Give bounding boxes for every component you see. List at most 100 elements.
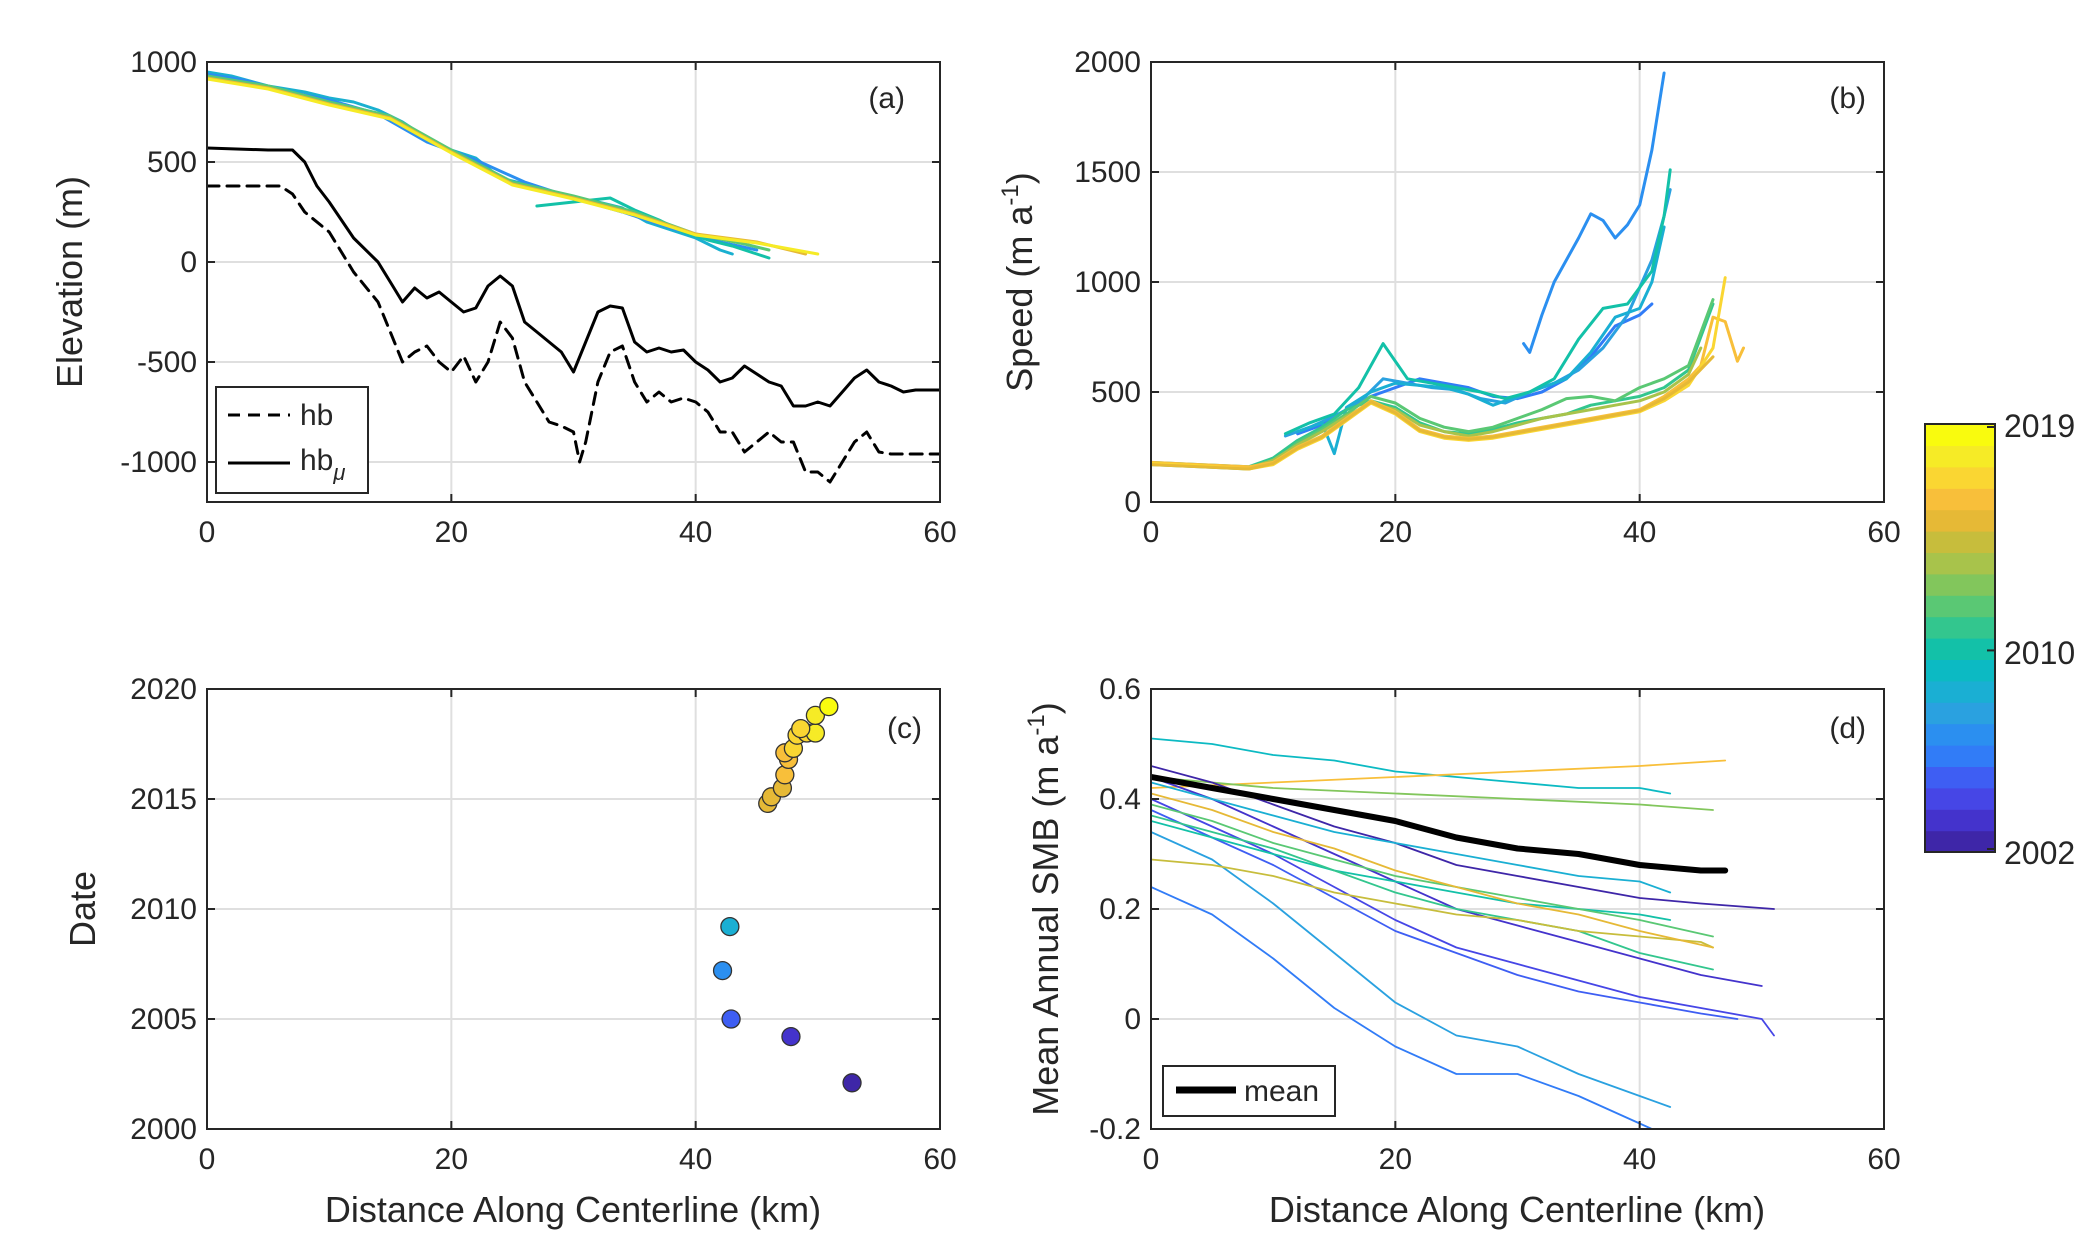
panel-d-xtick-label-0: 0 xyxy=(1143,1143,1160,1176)
panel-d-smb xyxy=(1151,689,1884,1129)
panel-c-date xyxy=(207,689,940,1129)
panel-b-xtick-label-0: 0 xyxy=(1143,516,1160,549)
panel-c-ytick-label-2: 2010 xyxy=(130,893,197,926)
legend-hbmu-label: hbμ xyxy=(300,444,345,485)
panel-c-point-16 xyxy=(805,705,826,726)
panel-d-label: (d) xyxy=(1829,712,1866,745)
panel-b-series-0 xyxy=(1522,71,1666,354)
legend-hbmu-text: hb xyxy=(300,444,333,477)
panel-b-ytick-label-2: 1000 xyxy=(1074,266,1141,299)
panel-c-point-15 xyxy=(791,718,811,739)
panel-c-ytick-label-0: 2000 xyxy=(130,1113,197,1146)
colorbar-segment-8 xyxy=(1925,659,1995,682)
legend-hb-label: hb xyxy=(300,399,333,432)
panel-c-point-4 xyxy=(720,916,740,937)
panel-b-ylabel-sup: -1 xyxy=(997,184,1024,205)
panel-c-point-0 xyxy=(842,1073,862,1093)
colorbar-segment-12 xyxy=(1925,573,1995,596)
panel-d-series-14 xyxy=(1151,792,1714,949)
colorbar-segment-2 xyxy=(1925,787,1995,810)
panel-d-xtick-label-1: 20 xyxy=(1379,1143,1412,1176)
panel-c-label: (c) xyxy=(887,712,922,745)
panel-d-series-2 xyxy=(1151,776,1714,811)
axes-layer: 0 20 40 60 -1000 -500 0 500 1000 0 20 40 60 0 500 1000 1… xyxy=(120,46,1900,1176)
panel-b-series-7 xyxy=(1151,346,1703,470)
panel-d-ytick-label-0: -0.2 xyxy=(1089,1113,1141,1146)
colorbar-segment-19 xyxy=(1925,424,1995,446)
colorbar-label-2002: 2002 xyxy=(2004,835,2075,871)
panel-d-ylabel-end: ) xyxy=(1025,702,1066,714)
panel-b-xtick-label-2: 40 xyxy=(1623,516,1656,549)
colorbar-segment-7 xyxy=(1925,680,1995,703)
colorbar-segment-3 xyxy=(1925,766,1995,789)
panel-d-series-5 xyxy=(1151,798,1775,1037)
panel-a-label: (a) xyxy=(868,82,905,115)
panel-c-xtick-label-2: 40 xyxy=(679,1143,712,1176)
panel-d-series-15 xyxy=(1151,774,1729,874)
colorbar-segment-14 xyxy=(1925,531,1995,553)
panel-c-point-3 xyxy=(712,960,733,981)
panel-d-xtick-label-2: 40 xyxy=(1623,1143,1656,1176)
panel-d-series-11 xyxy=(1151,814,1714,971)
panel-d-ylabel: Mean Annual SMB (m a-1) xyxy=(1023,702,1066,1116)
panel-d-series-7 xyxy=(1151,886,1655,1129)
panel-a-xtick-label-2: 40 xyxy=(679,516,712,549)
panel-a-series-5 xyxy=(207,77,820,256)
panel-b-ytick-label-0: 0 xyxy=(1124,486,1141,519)
panel-b-label: (b) xyxy=(1829,82,1866,115)
colorbar-segment-16 xyxy=(1925,488,1995,511)
panel-c-ytick-label-1: 2005 xyxy=(130,1003,197,1036)
panel-c-ylabel: Date xyxy=(62,871,103,947)
colorbar-segment-13 xyxy=(1925,552,1995,575)
panel-a-xtick-label-1: 20 xyxy=(435,516,468,549)
panel-b-xtick-label-3: 60 xyxy=(1867,516,1900,549)
panel-b-xtick-label-1: 20 xyxy=(1379,516,1412,549)
panel-a-ytick-label-2: 0 xyxy=(180,246,197,279)
panel-b-speed xyxy=(1151,62,1884,502)
panel-d-series-13 xyxy=(1151,858,1714,949)
panel-c-ytick-label-4: 2020 xyxy=(130,673,197,706)
panel-a-ylabel: Elevation (m) xyxy=(49,176,90,388)
panel-c-xtick-label-3: 60 xyxy=(923,1143,956,1176)
panel-d-ytick-label-4: 0.6 xyxy=(1099,673,1141,706)
colorbar-segment-6 xyxy=(1925,702,1995,725)
panel-d-ylabel-text: Mean Annual SMB (m a xyxy=(1025,735,1066,1116)
panel-a-legend: hb hbμ xyxy=(215,386,369,494)
legend-mean-label: mean xyxy=(1244,1075,1319,1108)
panel-d-legend: mean xyxy=(1162,1065,1336,1117)
panel-c-point-1 xyxy=(781,1026,801,1047)
colorbar-label-2019: 2019 xyxy=(2004,408,2075,444)
panel-d-xlabel: Distance Along Centerline (km) xyxy=(1269,1189,1765,1230)
panel-a-ytick-label-3: 500 xyxy=(147,146,197,179)
panel-a-ytick-label-4: 1000 xyxy=(130,46,197,79)
panel-d-series-12 xyxy=(1151,803,1714,938)
panel-c-xlabel: Distance Along Centerline (km) xyxy=(325,1189,821,1230)
panel-b-ylabel: Speed (m a-1) xyxy=(997,172,1040,391)
panel-a-ytick-label-0: -1000 xyxy=(120,446,197,479)
colorbar-segment-0 xyxy=(1925,830,1995,853)
colorbar-segment-5 xyxy=(1925,723,1995,746)
colorbar xyxy=(1924,423,1996,853)
panel-c-point-17 xyxy=(819,696,839,717)
panel-b-ytick-label-3: 1500 xyxy=(1074,156,1141,189)
colorbar-frame xyxy=(1924,423,1996,853)
panel-b-ytick-label-4: 2000 xyxy=(1074,46,1141,79)
colorbar-segment-4 xyxy=(1925,745,1995,767)
panel-a-xtick-label-3: 60 xyxy=(923,516,956,549)
panel-c-point-2 xyxy=(721,1009,741,1029)
panel-b-ylabel-text: Speed (m a xyxy=(999,205,1040,392)
panel-d-series-1 xyxy=(1151,759,1727,789)
panel-b-ytick-label-1: 500 xyxy=(1091,376,1141,409)
panel-b-ylabel-end: ) xyxy=(999,172,1040,184)
panel-d-series-9 xyxy=(1151,781,1672,894)
panel-a-xtick-label-0: 0 xyxy=(199,516,216,549)
panel-a-ytick-label-1: -500 xyxy=(137,346,197,379)
panel-d-series-0 xyxy=(1151,737,1672,795)
panel-d-ylabel-sup: -1 xyxy=(1023,714,1050,735)
panel-a-series-7 xyxy=(207,146,940,408)
colorbar-segment-15 xyxy=(1925,509,1995,532)
colorbar-segment-11 xyxy=(1925,595,1995,618)
colorbar-segment-17 xyxy=(1925,466,1995,489)
colorbar-segment-18 xyxy=(1925,445,1995,468)
